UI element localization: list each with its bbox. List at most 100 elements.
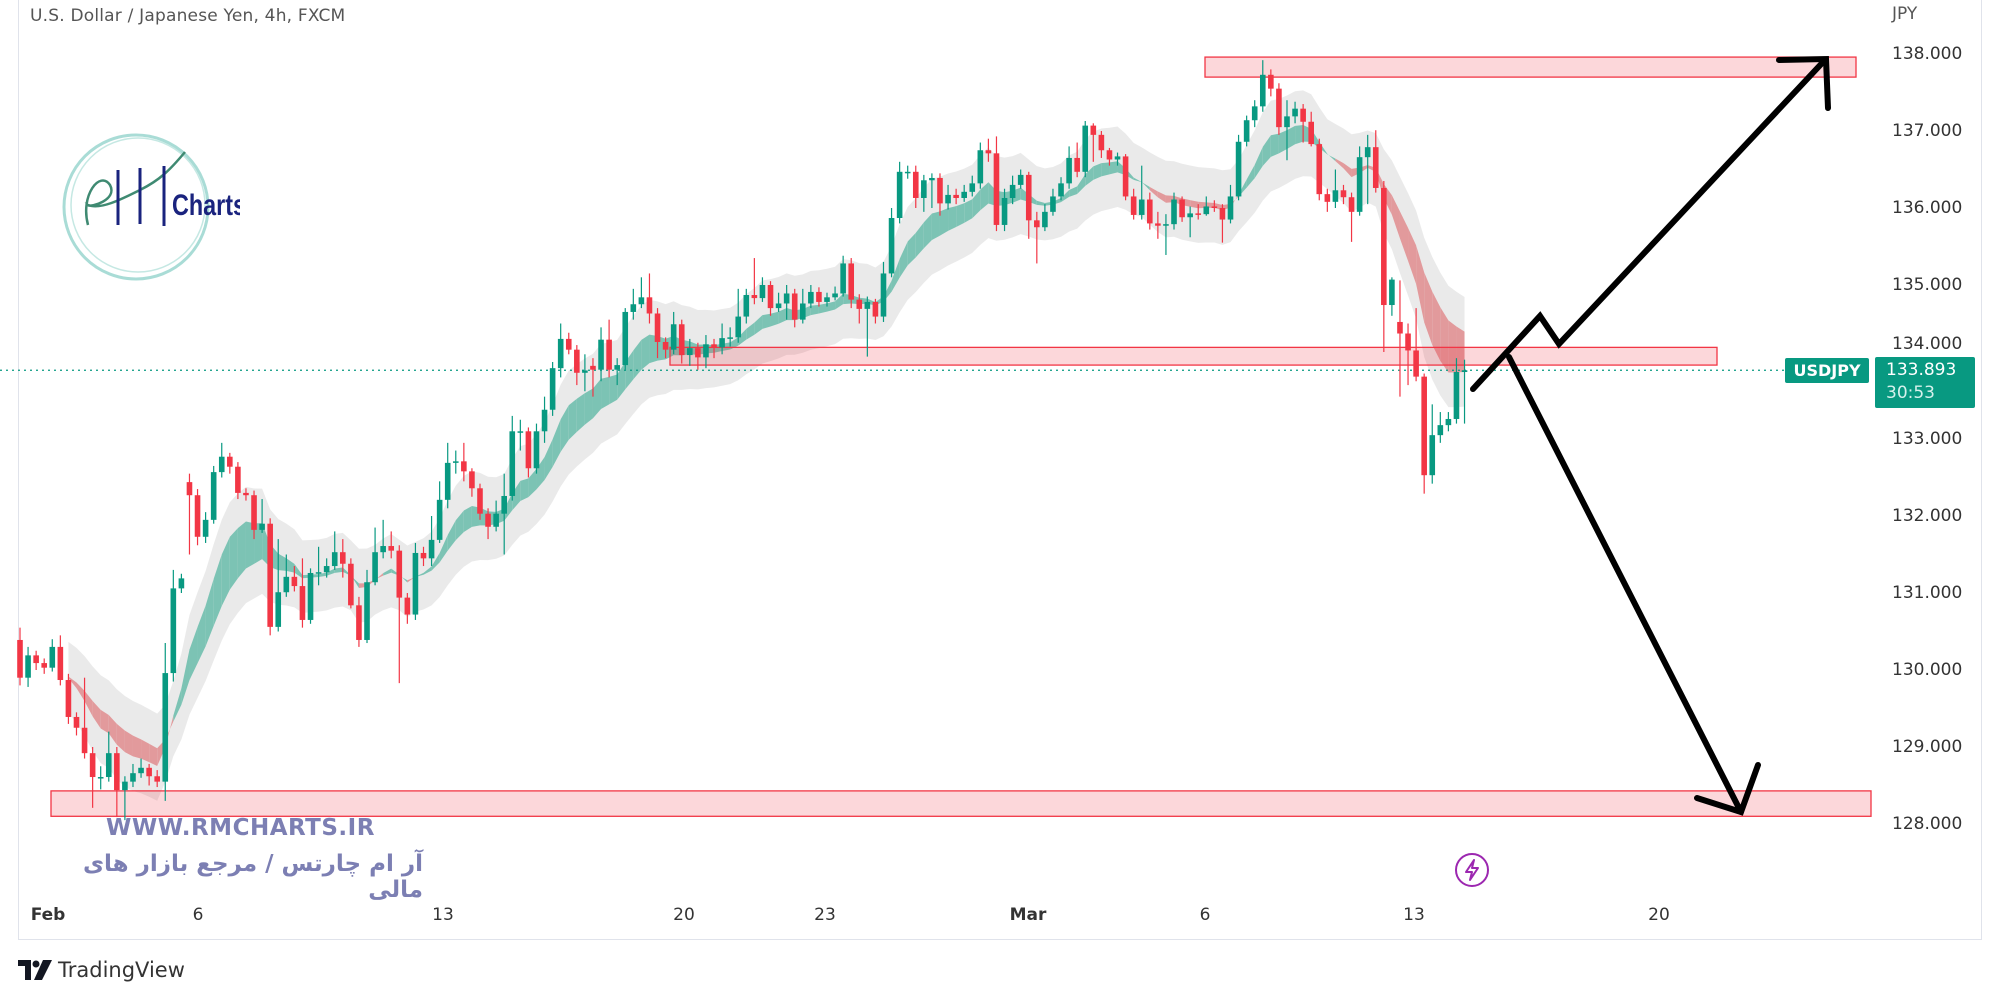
candle [73,712,80,736]
candle [404,593,411,624]
candle-body [759,285,766,299]
ribbon-segment [964,199,973,223]
candle [49,639,56,672]
ribbon-segment [520,478,529,501]
candle [1163,214,1169,255]
candle-body [1034,220,1040,228]
candle [606,319,612,378]
candle [614,358,620,386]
ribbon-segment [1448,320,1457,373]
candle-body [1251,106,1258,121]
candle-body [1324,194,1331,202]
candle-body [259,523,265,530]
bullish-arrowhead [1776,55,1831,111]
candle [1235,134,1242,201]
ribbon-segment [1424,272,1433,345]
ribbon-segment [778,308,787,324]
candle-body [1445,418,1452,426]
candle [420,546,427,567]
candle-body [340,552,346,564]
candle-body [17,639,23,678]
candle-body [549,368,556,410]
candle-body [1138,199,1145,215]
candle [832,286,838,301]
ribbon-segment [552,419,561,467]
ribbon-segment [278,553,287,571]
candle-body [1090,125,1097,135]
candle [372,527,378,586]
candle [767,281,774,316]
candle-body [622,311,629,366]
tradingview-brand[interactable]: TradingView [18,958,185,982]
candle-body [372,552,378,583]
lightning-icon[interactable] [1455,853,1489,887]
candle-body [1437,425,1444,436]
candle-body [711,344,717,348]
candle [1316,138,1323,201]
ribbon-segment [1286,125,1296,150]
ribbon-segment [326,568,335,576]
time-tick-label: 13 [432,905,454,925]
candle-body [396,550,403,598]
ribbon-segment [1432,291,1441,361]
ribbon-segment [318,572,327,577]
candle [97,766,104,790]
candle-body [485,513,491,527]
candle [888,208,895,278]
ribbon-segment [576,393,585,432]
candle [501,473,507,555]
candle-body [380,546,386,553]
currency-label: JPY [1892,4,1918,24]
candle [969,175,976,197]
candle [727,327,733,347]
ribbon-segment [149,743,158,767]
candle-body [1453,372,1460,419]
candle-body [921,180,927,198]
candle [945,184,951,210]
ribbon-segment [528,468,537,498]
ribbon-segment [383,568,392,576]
candle-body [751,295,758,299]
candle [1195,204,1202,220]
candle [993,136,1000,232]
candle-body [267,523,273,627]
candle [356,596,362,647]
ribbon-segment [1069,186,1078,197]
candle-body [1429,435,1436,476]
candle-body [186,482,193,496]
ribbon-segment [980,182,989,211]
ribbon-segment [197,605,206,664]
candle [574,345,580,386]
candle [1187,206,1193,238]
candle-body [1268,74,1274,89]
website-watermark: WWW.RMCHARTS.IR [106,815,375,841]
candle-body [170,588,177,674]
candle [1034,211,1040,264]
candle [1372,130,1379,193]
ribbon-segment [972,189,981,219]
ribbon-segment [221,536,230,606]
candle-body [469,471,475,489]
candle-body [1300,108,1306,122]
candle-body [832,293,838,298]
candle-body [638,297,645,305]
candle-body [138,767,144,774]
candle-body [1066,157,1072,184]
candle-body [614,365,620,370]
candle [235,462,241,500]
time-tick-label: 6 [192,905,204,925]
candle-body [993,153,1000,225]
ribbon-segment [923,213,932,249]
candle [582,354,588,392]
candle [65,673,72,724]
candle [751,258,758,305]
candle [743,288,750,324]
candle [695,342,701,370]
ribbon-segment [455,510,464,541]
ribbon-segment [1246,164,1255,188]
candle [1461,359,1468,424]
candle-body [1114,156,1121,160]
tagline-watermark: آر ام چارتس / مرجع بازار های مالی [82,851,423,903]
candle [1243,115,1250,147]
